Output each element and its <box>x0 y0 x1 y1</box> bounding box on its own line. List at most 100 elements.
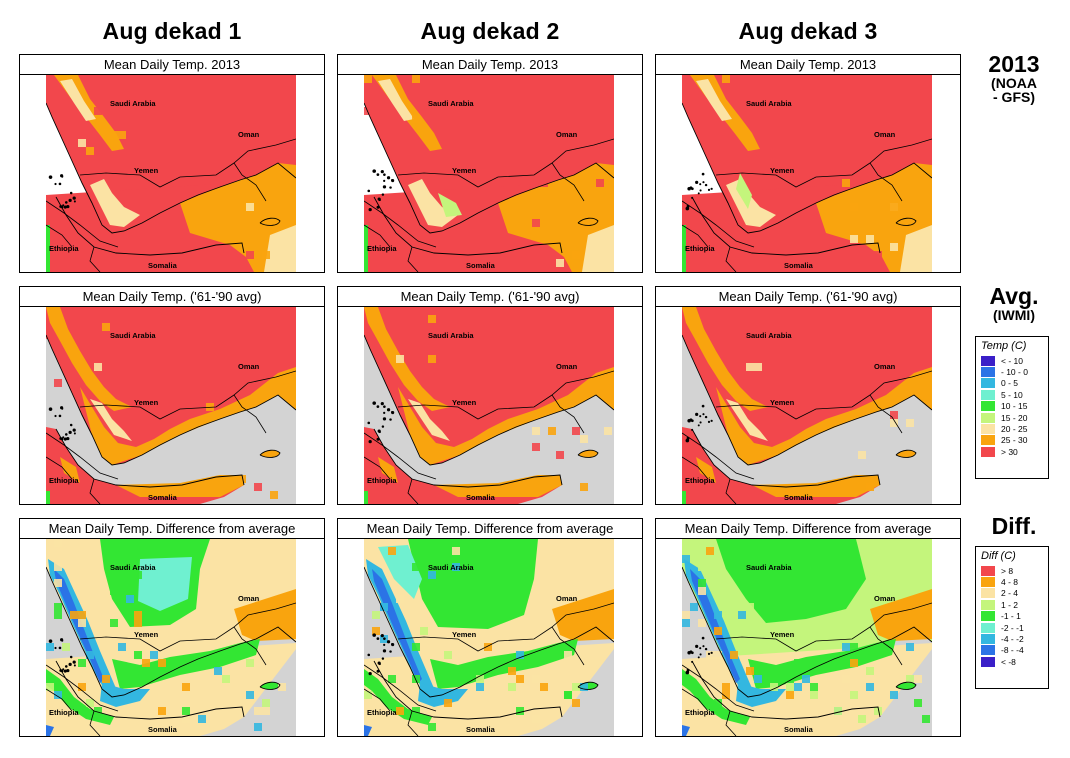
panel-difference-dekad-1: Mean Daily Temp. Difference from average… <box>19 518 325 737</box>
grid-cell <box>254 483 262 491</box>
grid-cell <box>54 603 62 611</box>
island <box>63 205 67 209</box>
grid-cell <box>262 699 270 707</box>
map-label-oman: Oman <box>874 362 896 371</box>
grid-cell <box>54 539 62 547</box>
grid-cell <box>412 675 420 683</box>
grid-cell <box>262 707 270 715</box>
grid-cell <box>722 347 730 355</box>
island <box>697 656 700 659</box>
legend-swatch <box>981 424 995 435</box>
grid-cell <box>564 651 572 659</box>
legend-label: -8 - -4 <box>1001 645 1024 656</box>
grid-cell <box>214 667 222 675</box>
coastline <box>691 660 881 720</box>
country-border <box>233 162 267 202</box>
island <box>689 650 693 654</box>
grid-cell <box>532 427 540 435</box>
legend-swatch <box>981 389 995 400</box>
grid-cell <box>134 651 142 659</box>
grid-cell <box>54 611 62 619</box>
grid-cell <box>874 707 882 715</box>
island <box>391 411 395 415</box>
island <box>383 637 386 640</box>
map-zone <box>438 193 462 217</box>
grid-cell <box>810 691 818 699</box>
coastline <box>364 566 614 698</box>
map-label-somalia: Somalia <box>466 725 496 734</box>
map-zone <box>364 725 372 736</box>
island <box>697 424 700 427</box>
country-border <box>46 224 73 248</box>
column-title-dekad-3: Aug dekad 3 <box>738 18 878 44</box>
legend-swatch <box>981 355 995 366</box>
grid-cell <box>86 699 94 707</box>
island <box>64 201 68 204</box>
grid-cell <box>850 691 858 699</box>
map-label-yemen: Yemen <box>134 630 159 639</box>
map-zone <box>60 79 96 121</box>
island <box>686 670 690 674</box>
island <box>699 647 702 650</box>
panel-title: Mean Daily Temp. Difference from average <box>656 519 960 539</box>
island <box>61 407 64 410</box>
island <box>391 179 395 183</box>
island <box>367 421 371 425</box>
country-border <box>407 478 419 504</box>
island <box>701 636 705 640</box>
island <box>368 440 372 444</box>
grid-cell <box>842 643 850 651</box>
island <box>707 188 711 191</box>
island <box>368 208 372 212</box>
map-svg: Saudi Arabia Oman Yemen Ethiopia Somalia <box>20 75 324 272</box>
map-zone <box>372 569 422 683</box>
legend-item: 5 - 10 <box>981 389 1044 400</box>
legend-swatch <box>981 656 995 667</box>
island <box>48 639 53 643</box>
map-zone <box>264 225 296 272</box>
island <box>382 185 387 189</box>
grid-cell <box>102 675 110 683</box>
map-label-yemen: Yemen <box>770 630 795 639</box>
temperature-map: Saudi Arabia Oman Yemen Ethiopia Somalia <box>20 307 324 504</box>
grid-cell <box>874 251 882 259</box>
island <box>70 424 73 427</box>
island <box>64 665 68 668</box>
grid-cell <box>254 723 262 731</box>
island <box>389 418 392 421</box>
grid-cell <box>262 251 270 259</box>
grid-cell <box>78 611 86 619</box>
map-svg: Saudi Arabia Oman Yemen Ethiopia Somalia <box>338 539 642 736</box>
map-zone <box>364 225 368 272</box>
legend-label: > 30 <box>1001 446 1018 457</box>
grid-cell <box>182 715 190 723</box>
grid-cell <box>110 587 118 595</box>
coastline <box>895 681 917 690</box>
grid-cell <box>858 451 866 459</box>
row-label-main: Avg. <box>989 283 1039 309</box>
panel-current-dekad-1: Mean Daily Temp. 2013 Saudi Arabia Oman Ye… <box>19 54 325 273</box>
grid-cell <box>722 691 730 699</box>
map-label-ethiopia: Ethiopia <box>49 476 79 485</box>
map-label-saudi: Saudi Arabia <box>746 99 792 108</box>
grid-cell <box>714 651 722 659</box>
map-label-ethiopia: Ethiopia <box>685 708 715 717</box>
grid-cell <box>746 603 754 611</box>
grid-cell <box>906 419 914 427</box>
grid-cell <box>412 707 420 715</box>
grid-cell <box>532 715 540 723</box>
map-label-saudi: Saudi Arabia <box>746 331 792 340</box>
island <box>60 669 64 673</box>
grid-cell <box>548 427 556 435</box>
island <box>376 173 380 176</box>
grid-cell <box>866 235 874 243</box>
island <box>381 425 385 428</box>
grid-cell <box>810 683 818 691</box>
legend-item: 2 - 4 <box>981 588 1044 599</box>
grid-cell <box>794 683 802 691</box>
grid-cell <box>54 563 62 571</box>
grid-cell <box>890 243 898 251</box>
legend-label: -1 - 1 <box>1001 611 1021 622</box>
country-border <box>364 200 437 248</box>
legend-label: 20 - 25 <box>1001 424 1028 435</box>
